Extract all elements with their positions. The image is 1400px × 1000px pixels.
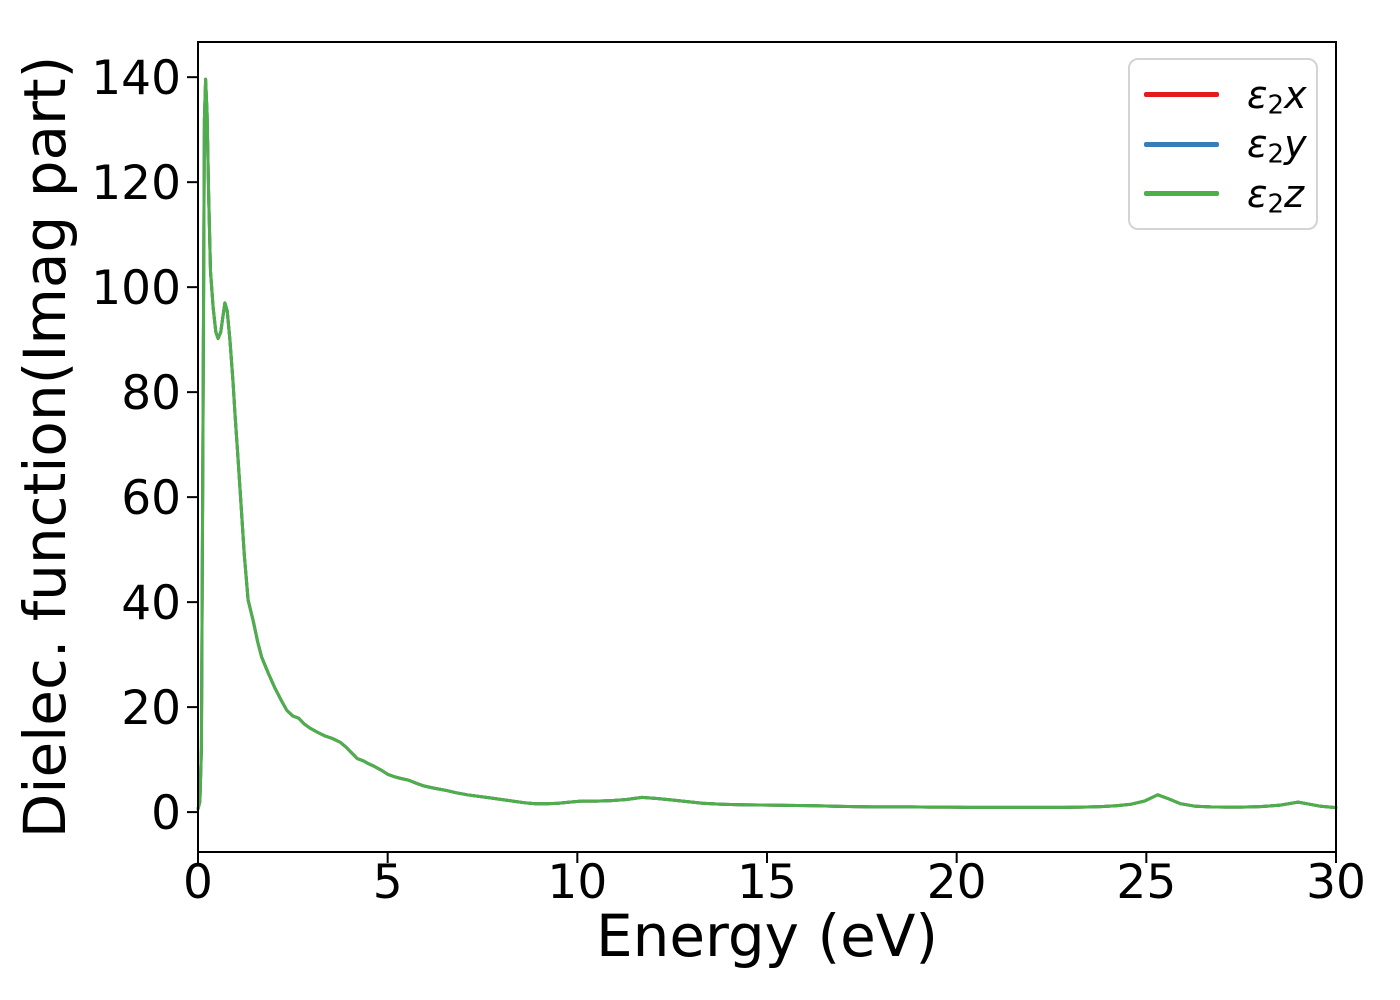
legend-item-eps2x: ε2x [1130,72,1316,121]
y-tick-label: 100 [91,261,181,316]
legend-swatch-eps2z [1144,191,1219,196]
plot-frame [197,41,1337,853]
legend-label-eps2y: ε2y [1247,122,1307,170]
y-tick-label: 120 [91,156,181,211]
legend-item-eps2z: ε2z [1130,171,1316,220]
y-axis-label: Dielec. function(Imag part) [11,55,79,839]
legend-label-eps2x: ε2x [1247,72,1307,121]
x-tick-label: 15 [737,855,797,910]
legend: ε2x ε2y ε2z [1128,58,1318,230]
x-tick-label: 10 [547,855,607,910]
x-tick-label: 5 [373,855,403,910]
y-tick-label: 80 [121,366,181,421]
x-tick-label: 30 [1306,855,1366,910]
x-tick-label: 0 [183,855,213,910]
series-line-eps2z [196,77,1338,811]
legend-swatch-eps2x [1144,92,1219,97]
x-axis-label: Energy (eV) [595,902,939,970]
x-tick-label: 20 [927,855,987,910]
legend-swatch-eps2y [1144,141,1219,147]
x-tick-label: 25 [1116,855,1176,910]
legend-item-eps2y: ε2y [1130,122,1316,170]
y-tick-label: 60 [121,471,181,526]
y-tick-label: 140 [91,51,181,106]
legend-label-eps2z: ε2z [1247,171,1305,220]
y-tick-label: 0 [151,786,181,841]
y-tick-label: 40 [121,576,181,631]
y-tick-label: 20 [121,681,181,736]
